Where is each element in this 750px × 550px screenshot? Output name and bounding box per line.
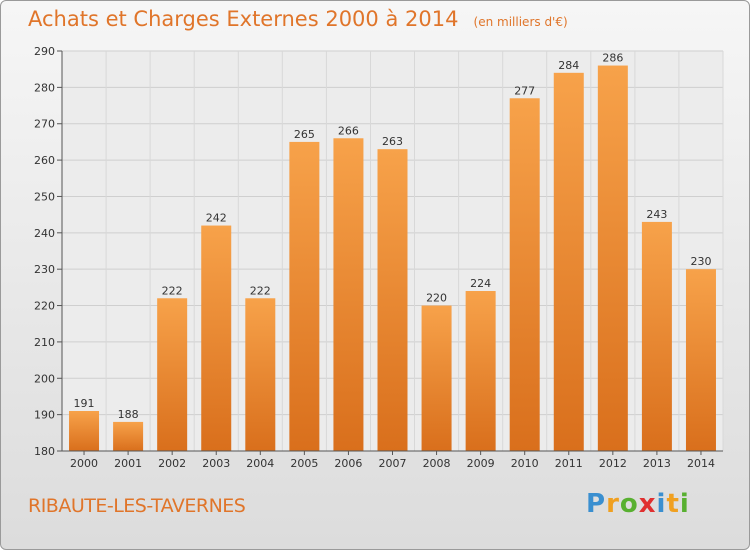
commune-name: RIBAUTE-LES-TAVERNES [28, 495, 246, 517]
bar [553, 72, 584, 452]
data-label: 263 [382, 135, 403, 148]
logo-letter: x [638, 489, 657, 519]
data-label: 230 [690, 255, 711, 268]
bar [113, 421, 144, 451]
bar [421, 305, 452, 451]
x-tick-label: 2007 [379, 457, 407, 470]
data-label: 284 [558, 59, 579, 72]
chart-title: Achats et Charges Externes 2000 à 2014 [28, 7, 459, 31]
bar [465, 291, 496, 451]
logo-letter: i [679, 489, 690, 519]
y-tick-label: 220 [34, 300, 55, 313]
data-label: 265 [294, 128, 315, 141]
x-tick-label: 2003 [202, 457, 230, 470]
data-label: 220 [426, 292, 447, 305]
x-tick-label: 2014 [687, 457, 715, 470]
data-label: 242 [206, 212, 227, 225]
y-tick-label: 270 [34, 118, 55, 131]
x-tick-label: 2011 [555, 457, 583, 470]
data-label: 224 [470, 277, 491, 290]
x-tick-label: 2002 [158, 457, 186, 470]
logo-letter: r [606, 489, 620, 519]
logo-letter: P [586, 489, 607, 519]
logo-letter: t [666, 489, 680, 519]
data-label: 222 [162, 284, 183, 297]
y-tick-label: 200 [34, 372, 55, 385]
data-label: 243 [646, 208, 667, 221]
x-tick-label: 2005 [290, 457, 318, 470]
y-tick-label: 190 [34, 409, 55, 422]
y-tick-label: 260 [34, 154, 55, 167]
y-tick-label: 240 [34, 227, 55, 240]
title-block: Achats et Charges Externes 2000 à 2014 (… [28, 7, 568, 31]
x-tick-label: 2008 [423, 457, 451, 470]
y-tick-label: 210 [34, 336, 55, 349]
bar [289, 141, 320, 451]
bar [333, 138, 364, 452]
bar [245, 298, 276, 451]
data-label: 266 [338, 124, 359, 137]
bar [641, 221, 672, 451]
proxiti-logo[interactable]: Proxiti [586, 489, 690, 519]
logo-letter: o [619, 489, 639, 519]
bar [201, 225, 232, 451]
data-label: 188 [118, 408, 139, 421]
y-tick-label: 230 [34, 263, 55, 276]
data-label: 222 [250, 284, 271, 297]
x-tick-label: 2001 [114, 457, 142, 470]
y-tick-label: 290 [34, 45, 55, 58]
bar [69, 411, 100, 451]
bar [597, 65, 628, 451]
x-tick-label: 2004 [246, 457, 274, 470]
x-tick-label: 2013 [643, 457, 671, 470]
data-label: 286 [602, 52, 623, 65]
bar [685, 269, 716, 451]
y-tick-label: 250 [34, 190, 55, 203]
chart-subtitle: (en milliers d'€) [473, 15, 568, 29]
bar [157, 298, 188, 451]
x-tick-label: 2000 [70, 457, 98, 470]
bar [377, 149, 408, 451]
data-label: 277 [514, 84, 535, 97]
y-tick-label: 180 [34, 445, 55, 458]
x-tick-label: 2009 [467, 457, 495, 470]
x-tick-label: 2010 [511, 457, 539, 470]
bar [509, 98, 540, 451]
logo-letter: i [656, 489, 667, 519]
y-tick-label: 280 [34, 81, 55, 94]
data-label: 191 [74, 397, 95, 410]
x-tick-label: 2012 [599, 457, 627, 470]
x-tick-label: 2006 [334, 457, 362, 470]
